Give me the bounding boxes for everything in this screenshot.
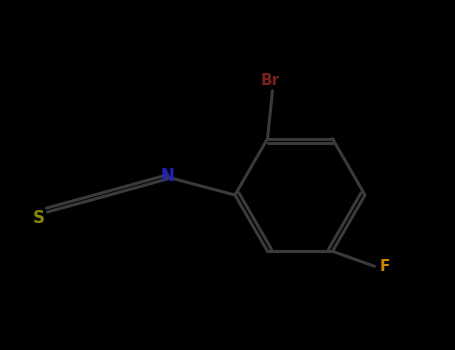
Text: Br: Br <box>261 73 280 88</box>
Text: S: S <box>33 209 45 227</box>
Text: F: F <box>379 259 390 274</box>
Text: N: N <box>160 167 174 185</box>
